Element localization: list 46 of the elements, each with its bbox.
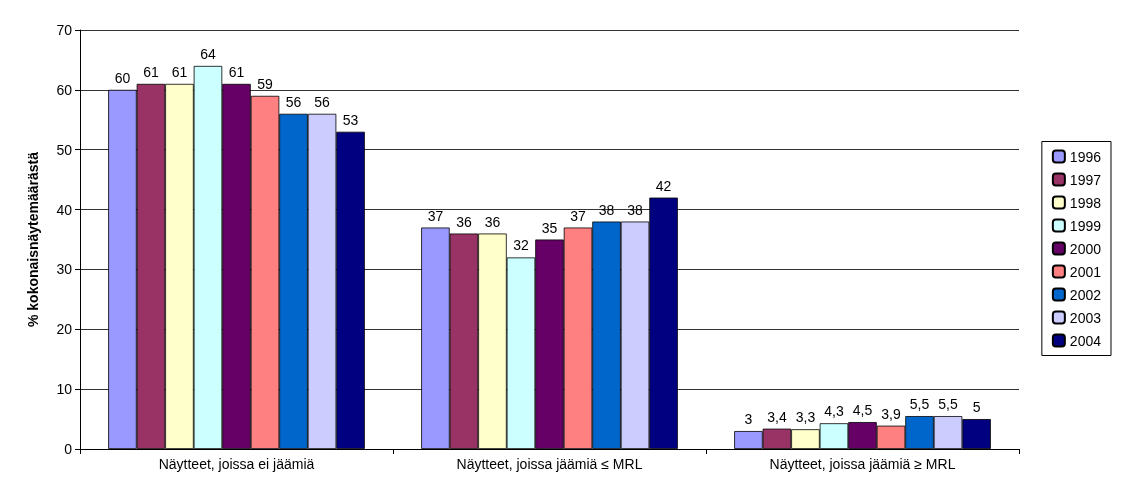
x-tick-label: Näytteet, joissa ei jäämiä xyxy=(158,456,315,472)
legend-label: 2000 xyxy=(1069,240,1102,257)
data-label: 56 xyxy=(285,93,302,110)
legend-label: 1996 xyxy=(1069,148,1102,165)
data-label: 3,4 xyxy=(767,408,787,425)
data-label: 36 xyxy=(484,213,501,230)
data-label: 3,9 xyxy=(881,405,901,422)
x-tick-label: Näytteet, joissa jäämiä ≥ MRL xyxy=(769,456,956,472)
y-tick-label: 50 xyxy=(56,141,73,158)
data-label: 60 xyxy=(114,69,131,86)
data-label: 3,3 xyxy=(795,409,816,426)
data-label: 3 xyxy=(744,411,753,428)
data-label: 5,5 xyxy=(909,396,930,413)
data-label: 37 xyxy=(570,207,587,224)
data-label: 56 xyxy=(314,93,331,110)
data-label: 36 xyxy=(456,213,472,230)
legend-label: 2002 xyxy=(1069,286,1102,303)
data-label: 61 xyxy=(143,63,159,80)
legend-label: 2004 xyxy=(1069,332,1102,349)
y-tick-label: 0 xyxy=(64,441,73,457)
legend-label: 2003 xyxy=(1069,309,1102,326)
legend-label: 2001 xyxy=(1069,263,1102,280)
y-tick-label: 20 xyxy=(56,321,73,338)
legend-label: 1997 xyxy=(1069,171,1102,188)
data-label: 64 xyxy=(200,45,216,62)
x-tick-label: Näytteet, joissa jäämiä ≤ MRL xyxy=(456,456,643,472)
data-label: 37 xyxy=(427,207,444,224)
data-label: 32 xyxy=(513,237,529,254)
data-label: 5 xyxy=(972,399,981,416)
data-label: 53 xyxy=(342,111,359,128)
y-tick-label: 60 xyxy=(56,81,73,98)
legend-label: 1999 xyxy=(1069,217,1102,234)
data-label: 59 xyxy=(257,75,274,92)
data-label: 42 xyxy=(655,177,672,194)
y-tick-label: 30 xyxy=(56,261,73,278)
data-label: 61 xyxy=(171,63,188,80)
data-label: 4,3 xyxy=(824,403,844,420)
data-label: 61 xyxy=(228,63,245,80)
y-tick-label: 10 xyxy=(56,381,73,398)
data-label: 35 xyxy=(541,219,558,236)
y-tick-label: 70 xyxy=(56,22,73,38)
y-tick-label: 40 xyxy=(56,201,73,218)
legend-label: 1998 xyxy=(1069,194,1102,211)
y-axis-title: % kokonaisnäytemäärästä xyxy=(25,151,41,328)
data-label: 5,5 xyxy=(938,396,958,413)
data-label: 4,5 xyxy=(852,402,873,419)
